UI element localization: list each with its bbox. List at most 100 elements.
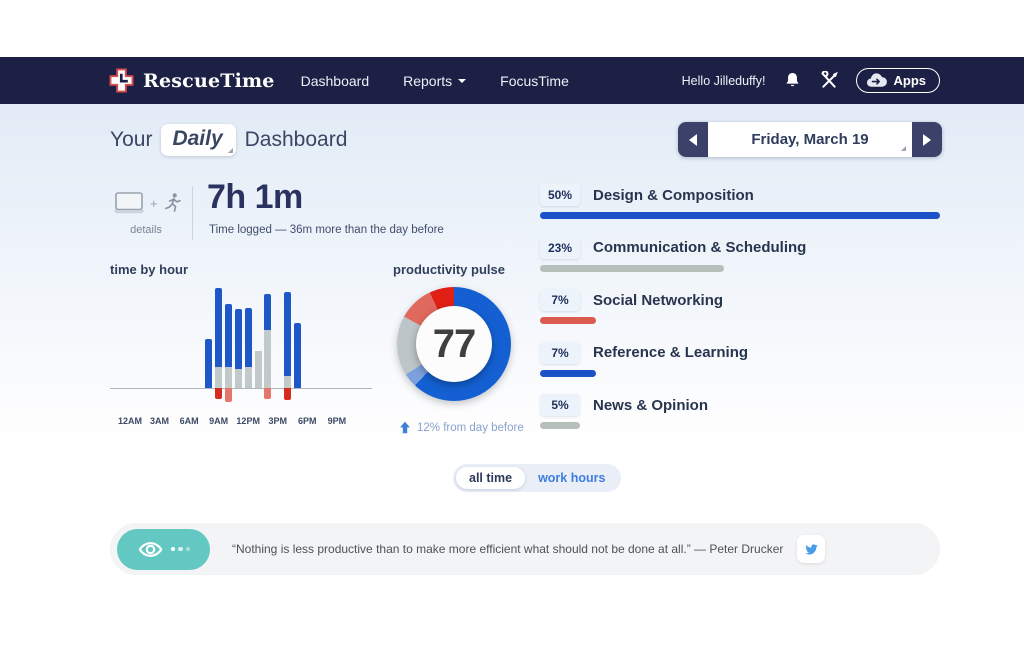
- hour-bar-segment: [264, 388, 272, 399]
- top-navbar: RescueTime Dashboard Reports FocusTime H…: [0, 57, 1024, 104]
- nav-links: Dashboard Reports FocusTime: [301, 73, 569, 89]
- arrow-right-icon: [923, 133, 931, 146]
- time-by-hour-title: time by hour: [110, 262, 189, 277]
- page-title: Your Daily Dashboard: [110, 124, 347, 156]
- user-greeting: Hello Jilleduffy!: [681, 73, 766, 88]
- dropdown-corner-icon: [901, 146, 906, 151]
- apps-button[interactable]: Apps: [855, 68, 940, 93]
- category-label: Reference & Learning: [593, 344, 749, 361]
- category-row[interactable]: 5% News & Opinion: [540, 394, 940, 438]
- notifications-button[interactable]: [783, 71, 802, 90]
- x-axis-tick-label: 3AM: [150, 416, 170, 426]
- hour-bar-segment: [244, 307, 252, 367]
- category-row[interactable]: 50% Design & Composition: [540, 184, 940, 228]
- x-axis-tick-label: 3PM: [268, 416, 288, 426]
- x-axis-tick-label: 6PM: [298, 416, 317, 426]
- settings-button[interactable]: [819, 70, 839, 91]
- category-label: Design & Composition: [593, 186, 754, 204]
- nav-dashboard[interactable]: Dashboard: [300, 72, 370, 89]
- content-background: [0, 104, 1024, 474]
- date-selector[interactable]: Friday, March 19: [708, 122, 912, 157]
- hour-bar-segment: [293, 323, 301, 388]
- cloud-arrow-icon: [866, 73, 887, 87]
- insight-quote-bar: “Nothing is less productive than to make…: [110, 523, 940, 575]
- category-label: Social Networking: [593, 291, 724, 309]
- divider: [192, 186, 193, 240]
- x-axis-tick-label: 6AM: [179, 416, 199, 426]
- hour-bar-segment: [234, 368, 242, 388]
- hour-bar-segment: [225, 367, 232, 388]
- nav-reports[interactable]: Reports: [403, 72, 467, 89]
- hour-bar-segment: [264, 293, 272, 331]
- category-label: News & Opinion: [593, 396, 709, 414]
- tools-icon: [820, 70, 838, 88]
- category-row[interactable]: 23% Communication & Scheduling: [540, 236, 940, 281]
- period-selector-value: Daily: [172, 127, 223, 150]
- toggle-work-hours[interactable]: work hours: [538, 471, 606, 485]
- laptop-icon: [113, 192, 145, 214]
- category-bar: [540, 317, 596, 324]
- hour-bar-segment: [284, 388, 292, 401]
- eye-icon: [138, 541, 163, 557]
- category-percent-badge: 23%: [540, 236, 580, 259]
- title-suffix: Dashboard: [244, 128, 348, 151]
- previous-day-button[interactable]: [678, 122, 708, 157]
- nav-focustime[interactable]: FocusTime: [500, 72, 569, 89]
- brand[interactable]: RescueTime: [108, 67, 275, 94]
- time-range-toggle: all time work hours: [453, 464, 622, 492]
- chevron-down-icon: [458, 78, 467, 83]
- insight-button[interactable]: [117, 528, 210, 570]
- details-link[interactable]: details: [130, 224, 162, 236]
- hour-bar-segment: [234, 309, 242, 369]
- category-percent-badge: 7%: [540, 289, 580, 311]
- category-label: Communication & Scheduling: [593, 239, 807, 256]
- category-bar: [540, 422, 580, 429]
- hour-bar-segment: [284, 291, 292, 376]
- category-bar: [540, 212, 940, 219]
- category-bar: [540, 369, 596, 377]
- dropdown-corner-icon: [227, 148, 233, 153]
- hour-bar-segment: [244, 367, 252, 388]
- device-icons: +: [112, 190, 182, 216]
- category-list: 50% Design & Composition 23% Communication…: [540, 184, 940, 447]
- hour-bar-segment: [215, 288, 223, 367]
- date-picker: Friday, March 19: [678, 122, 942, 157]
- x-axis-tick-label: 12AM: [117, 416, 143, 426]
- time-by-hour-chart: 12AM 3AM 6AM 9AM 12PM 3PM 6PM 9PM: [110, 270, 372, 432]
- twitter-bird-icon: [805, 543, 818, 555]
- plus-sign: +: [150, 195, 158, 211]
- navbar-right: Hello Jilleduffy!: [682, 68, 940, 93]
- arrow-left-icon: [689, 133, 697, 146]
- hour-bar-segment: [205, 339, 213, 388]
- category-bar: [540, 264, 724, 272]
- nav-reports-label: Reports: [403, 72, 453, 89]
- hour-bar-segment: [215, 388, 223, 399]
- hour-bar-segment: [225, 388, 232, 402]
- category-percent-badge: 7%: [540, 341, 580, 364]
- ellipsis-icon: [170, 546, 191, 552]
- hour-bar-segment: [215, 367, 223, 388]
- runner-icon: [164, 193, 181, 212]
- brand-name: RescueTime: [143, 69, 275, 92]
- next-day-button[interactable]: [912, 122, 942, 157]
- pulse-delta: 12% from day before: [399, 421, 524, 434]
- x-axis-line: [110, 388, 372, 389]
- toggle-all-time[interactable]: all time: [456, 467, 526, 489]
- hour-bar-segment: [225, 304, 232, 367]
- category-row[interactable]: 7% Reference & Learning: [540, 341, 940, 386]
- time-logged-value: 7h 1m: [207, 178, 303, 216]
- category-percent-badge: 5%: [540, 394, 580, 416]
- productivity-pulse-title: productivity pulse: [393, 262, 505, 277]
- hour-bar-segment: [284, 375, 292, 388]
- hour-bar-segment: [264, 330, 272, 388]
- period-selector-dropdown[interactable]: Daily: [161, 124, 236, 156]
- bell-icon: [785, 72, 799, 87]
- apps-button-label: Apps: [893, 73, 927, 88]
- x-axis-tick-label: 12PM: [236, 416, 260, 426]
- quote-text: “Nothing is less productive than to make…: [232, 542, 784, 556]
- current-date-label: Friday, March 19: [751, 131, 869, 148]
- arrow-up-icon: [400, 421, 410, 434]
- tweet-button[interactable]: [797, 535, 826, 563]
- x-axis-tick-label: 9PM: [327, 416, 347, 426]
- category-row[interactable]: 7% Social Networking: [540, 289, 940, 333]
